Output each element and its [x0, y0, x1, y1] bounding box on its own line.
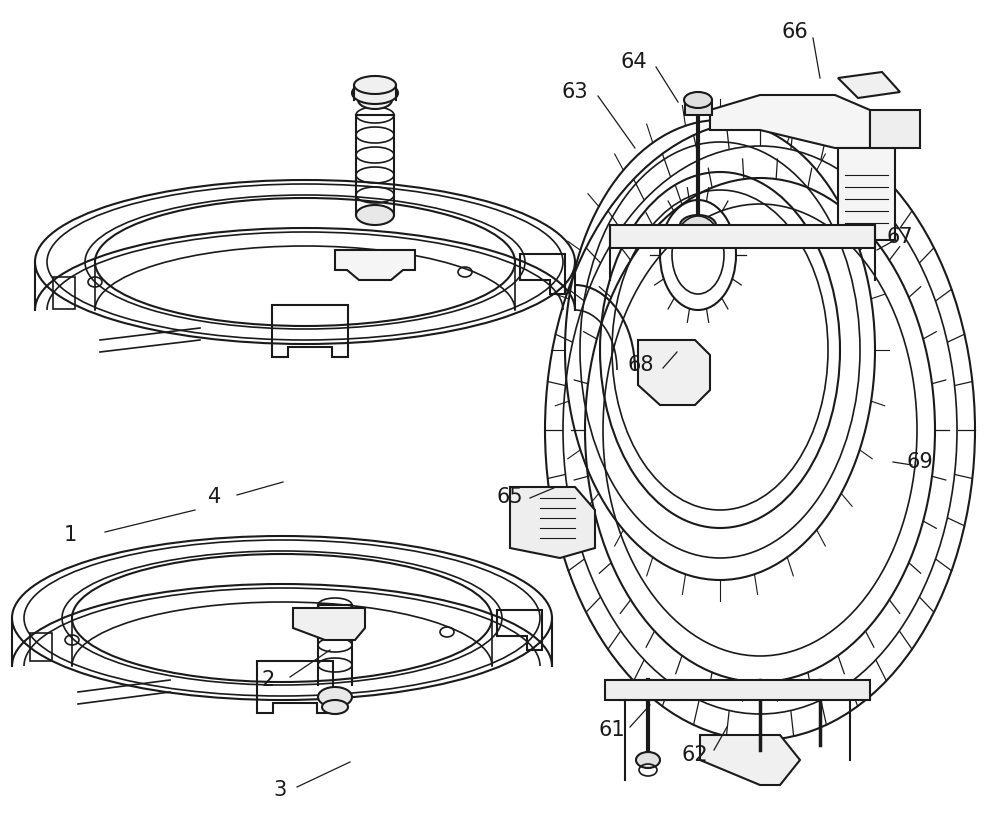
Polygon shape	[610, 225, 875, 248]
Ellipse shape	[322, 700, 348, 714]
Ellipse shape	[636, 752, 660, 768]
Ellipse shape	[356, 205, 394, 225]
Ellipse shape	[318, 687, 352, 707]
Text: 4: 4	[208, 487, 222, 507]
Text: 67: 67	[887, 227, 913, 247]
Polygon shape	[620, 680, 680, 700]
Text: 68: 68	[628, 355, 654, 375]
Ellipse shape	[354, 76, 396, 94]
Polygon shape	[838, 148, 895, 240]
Polygon shape	[638, 340, 710, 405]
Polygon shape	[510, 487, 595, 558]
Text: 3: 3	[273, 780, 287, 800]
Text: 69: 69	[907, 452, 933, 472]
Polygon shape	[870, 110, 920, 148]
Text: 64: 64	[621, 52, 647, 72]
Text: 66: 66	[782, 22, 808, 42]
Polygon shape	[293, 608, 365, 640]
Ellipse shape	[684, 92, 712, 108]
Text: 65: 65	[497, 487, 523, 507]
Text: 61: 61	[599, 720, 625, 740]
Text: 1: 1	[63, 525, 77, 545]
Text: 62: 62	[682, 745, 708, 765]
Polygon shape	[605, 680, 870, 700]
Text: 63: 63	[562, 82, 588, 102]
Text: 2: 2	[261, 670, 275, 690]
Polygon shape	[335, 250, 415, 280]
Ellipse shape	[358, 91, 392, 109]
Ellipse shape	[680, 215, 716, 235]
Polygon shape	[685, 100, 712, 115]
Polygon shape	[838, 72, 900, 98]
Ellipse shape	[352, 82, 398, 104]
Polygon shape	[700, 735, 800, 785]
Polygon shape	[710, 95, 870, 148]
